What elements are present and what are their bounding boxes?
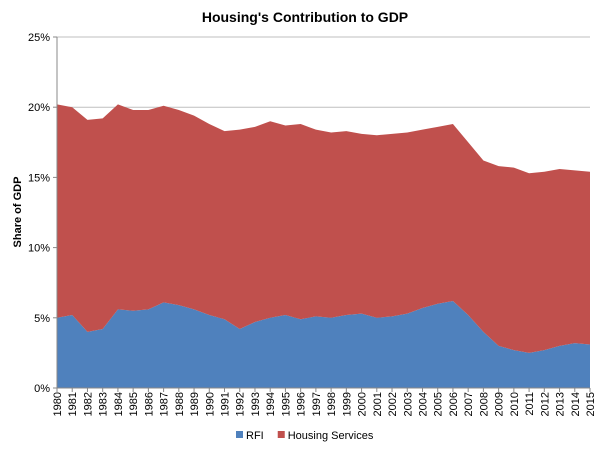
- x-tick-label: 2002: [387, 392, 399, 416]
- x-tick-label: 1990: [204, 392, 216, 416]
- y-tick-label: 0%: [34, 383, 50, 395]
- area-rfi: [57, 300, 590, 388]
- x-tick-label: 2005: [433, 392, 445, 416]
- x-tick-label: 1999: [341, 392, 353, 416]
- y-tick-label: 15%: [28, 172, 50, 184]
- x-tick-label: 1997: [311, 392, 323, 416]
- x-tick-label: 1981: [67, 392, 79, 416]
- x-tick-label: 1984: [113, 392, 125, 416]
- x-tick-label: 1998: [326, 392, 338, 416]
- y-axis-title: Share of GDP: [12, 177, 24, 248]
- x-tick-label: 2011: [524, 392, 536, 416]
- x-tick-label: 2014: [570, 392, 582, 416]
- legend-swatch: [236, 431, 243, 438]
- x-tick-label: 2012: [539, 392, 551, 416]
- legend-label: Housing Services: [288, 430, 374, 442]
- chart-title: Housing's Contribution to GDP: [202, 9, 408, 25]
- x-tick-label: 1988: [174, 392, 186, 416]
- x-tick-label: 1996: [296, 392, 308, 416]
- x-tick-label: 1985: [128, 392, 140, 416]
- x-tick-label: 2006: [448, 392, 460, 416]
- legend: RFI Housing Services: [236, 430, 374, 442]
- x-tick-label: 1983: [98, 392, 110, 416]
- x-tick-label: 2009: [494, 392, 506, 416]
- x-tick-label: 1986: [143, 392, 155, 416]
- x-tick-label: 2007: [463, 392, 475, 416]
- x-tick-label: 1995: [280, 392, 292, 416]
- x-tick-label: 1987: [159, 392, 171, 416]
- x-tick-label: 2015: [585, 392, 597, 416]
- x-tick-label: 1994: [265, 392, 277, 416]
- x-tick-label: 2000: [357, 392, 369, 416]
- y-tick-label: 20%: [28, 102, 50, 114]
- legend-label: RFI: [246, 430, 264, 442]
- x-tick-label: 2013: [555, 392, 567, 416]
- x-tick-label: 2001: [372, 392, 384, 416]
- x-tick-label: 1991: [220, 392, 232, 416]
- y-tick-label: 10%: [28, 243, 50, 255]
- x-tick-label: 2004: [417, 392, 429, 416]
- y-tick-label: 25%: [28, 32, 50, 44]
- x-tick-label: 1982: [82, 392, 94, 416]
- y-tick-label: 5%: [34, 313, 50, 325]
- x-tick-label: 1980: [52, 392, 64, 416]
- x-tick-label: 1993: [250, 392, 262, 416]
- x-tick-label: 1989: [189, 392, 201, 416]
- area-housing-services: [57, 104, 590, 353]
- legend-swatch: [277, 431, 285, 438]
- x-tick-label: 2008: [478, 392, 490, 416]
- x-tick-label: 2010: [509, 392, 521, 416]
- x-tick-label: 1992: [235, 392, 247, 416]
- x-tick-label: 2003: [402, 392, 414, 416]
